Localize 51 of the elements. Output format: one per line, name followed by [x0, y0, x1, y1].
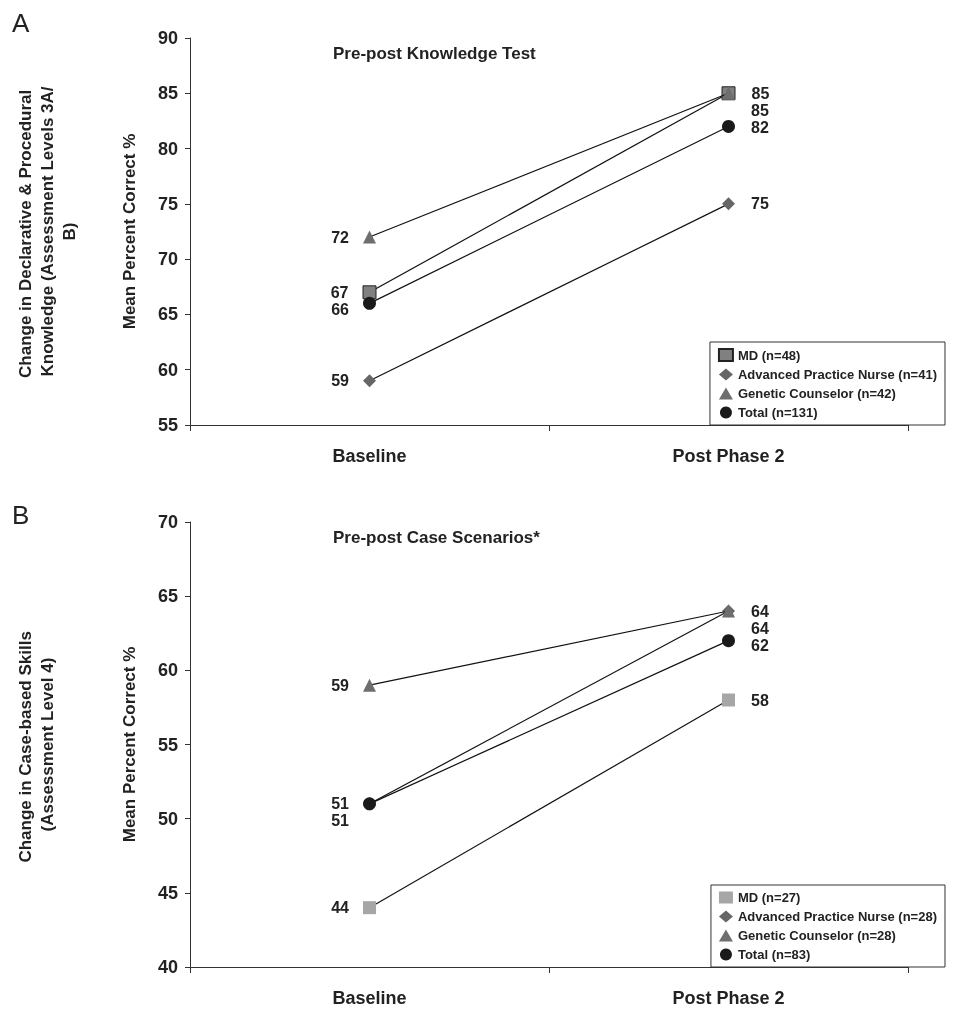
data-label: 51: [331, 795, 350, 813]
legend-label: MD (n=48): [737, 347, 801, 363]
legend-label: MD (n=27): [737, 890, 801, 905]
y-tick-label: 70: [157, 512, 178, 532]
data-label: 59: [331, 372, 350, 390]
legend-label: Genetic Counselor (n=28): [737, 928, 896, 943]
legend-label: Genetic Counselor (n=42): [737, 386, 896, 401]
x-tick-label: Baseline: [332, 446, 407, 466]
text: B: [12, 500, 30, 530]
data-label: 85: [751, 101, 769, 119]
chart-title: Pre-post Case Scenarios*: [333, 528, 541, 547]
y-tick-label: 60: [157, 359, 178, 380]
y-tick-label: 50: [157, 808, 178, 829]
y-axis-title: Mean Percent Correct %: [120, 646, 139, 843]
y-tick-label: 75: [157, 193, 178, 214]
x-tick-label: Post Phase 2: [672, 446, 785, 466]
y-tick-label: 90: [157, 28, 178, 48]
y-tick-label: 65: [157, 304, 178, 325]
legend-label: Total (n=83): [737, 947, 811, 962]
y-tick-label: 80: [157, 138, 178, 159]
y-tick-label: 55: [157, 734, 178, 755]
data-label: 59: [331, 676, 350, 694]
legend-label: Total (n=131): [737, 405, 818, 420]
data-label: 51: [331, 812, 350, 830]
data-label: 44: [331, 899, 350, 917]
y-axis-title: Mean Percent Correct %: [120, 133, 139, 330]
data-label: 64: [751, 602, 769, 620]
y-tick-label: 40: [157, 957, 178, 977]
chart-title: Pre-post Knowledge Test: [333, 44, 537, 63]
data-label: 58: [751, 691, 769, 709]
data-label: 85: [751, 84, 770, 102]
x-tick-label: Post Phase 2: [672, 988, 785, 1008]
data-label: 66: [331, 300, 350, 318]
x-tick-label: Baseline: [332, 988, 407, 1008]
data-label: 67: [330, 283, 349, 301]
data-label: 72: [331, 228, 350, 246]
y-tick-label: 55: [157, 415, 178, 435]
y-tick-label: 60: [157, 660, 178, 681]
y-tick-label: 65: [157, 586, 178, 607]
data-label: 62: [751, 636, 769, 654]
y-tick-label: 85: [157, 83, 178, 104]
text: Change in Declarative & Procedural Knowledge (Assessment Levels 3A/B): [15, 85, 79, 378]
y-tick-label: 70: [157, 249, 178, 270]
y-tick-label: 45: [157, 882, 178, 903]
data-label: 82: [751, 118, 769, 136]
legend-label: Advanced Practice Nurse (n=41): [737, 367, 938, 382]
text: Change in Case-based Skills (Assessment Level 4): [15, 626, 57, 863]
data-label: 64: [751, 619, 769, 637]
text: A: [12, 8, 30, 38]
legend-label: Advanced Practice Nurse (n=28): [737, 909, 938, 924]
data-label: 75: [751, 195, 769, 213]
